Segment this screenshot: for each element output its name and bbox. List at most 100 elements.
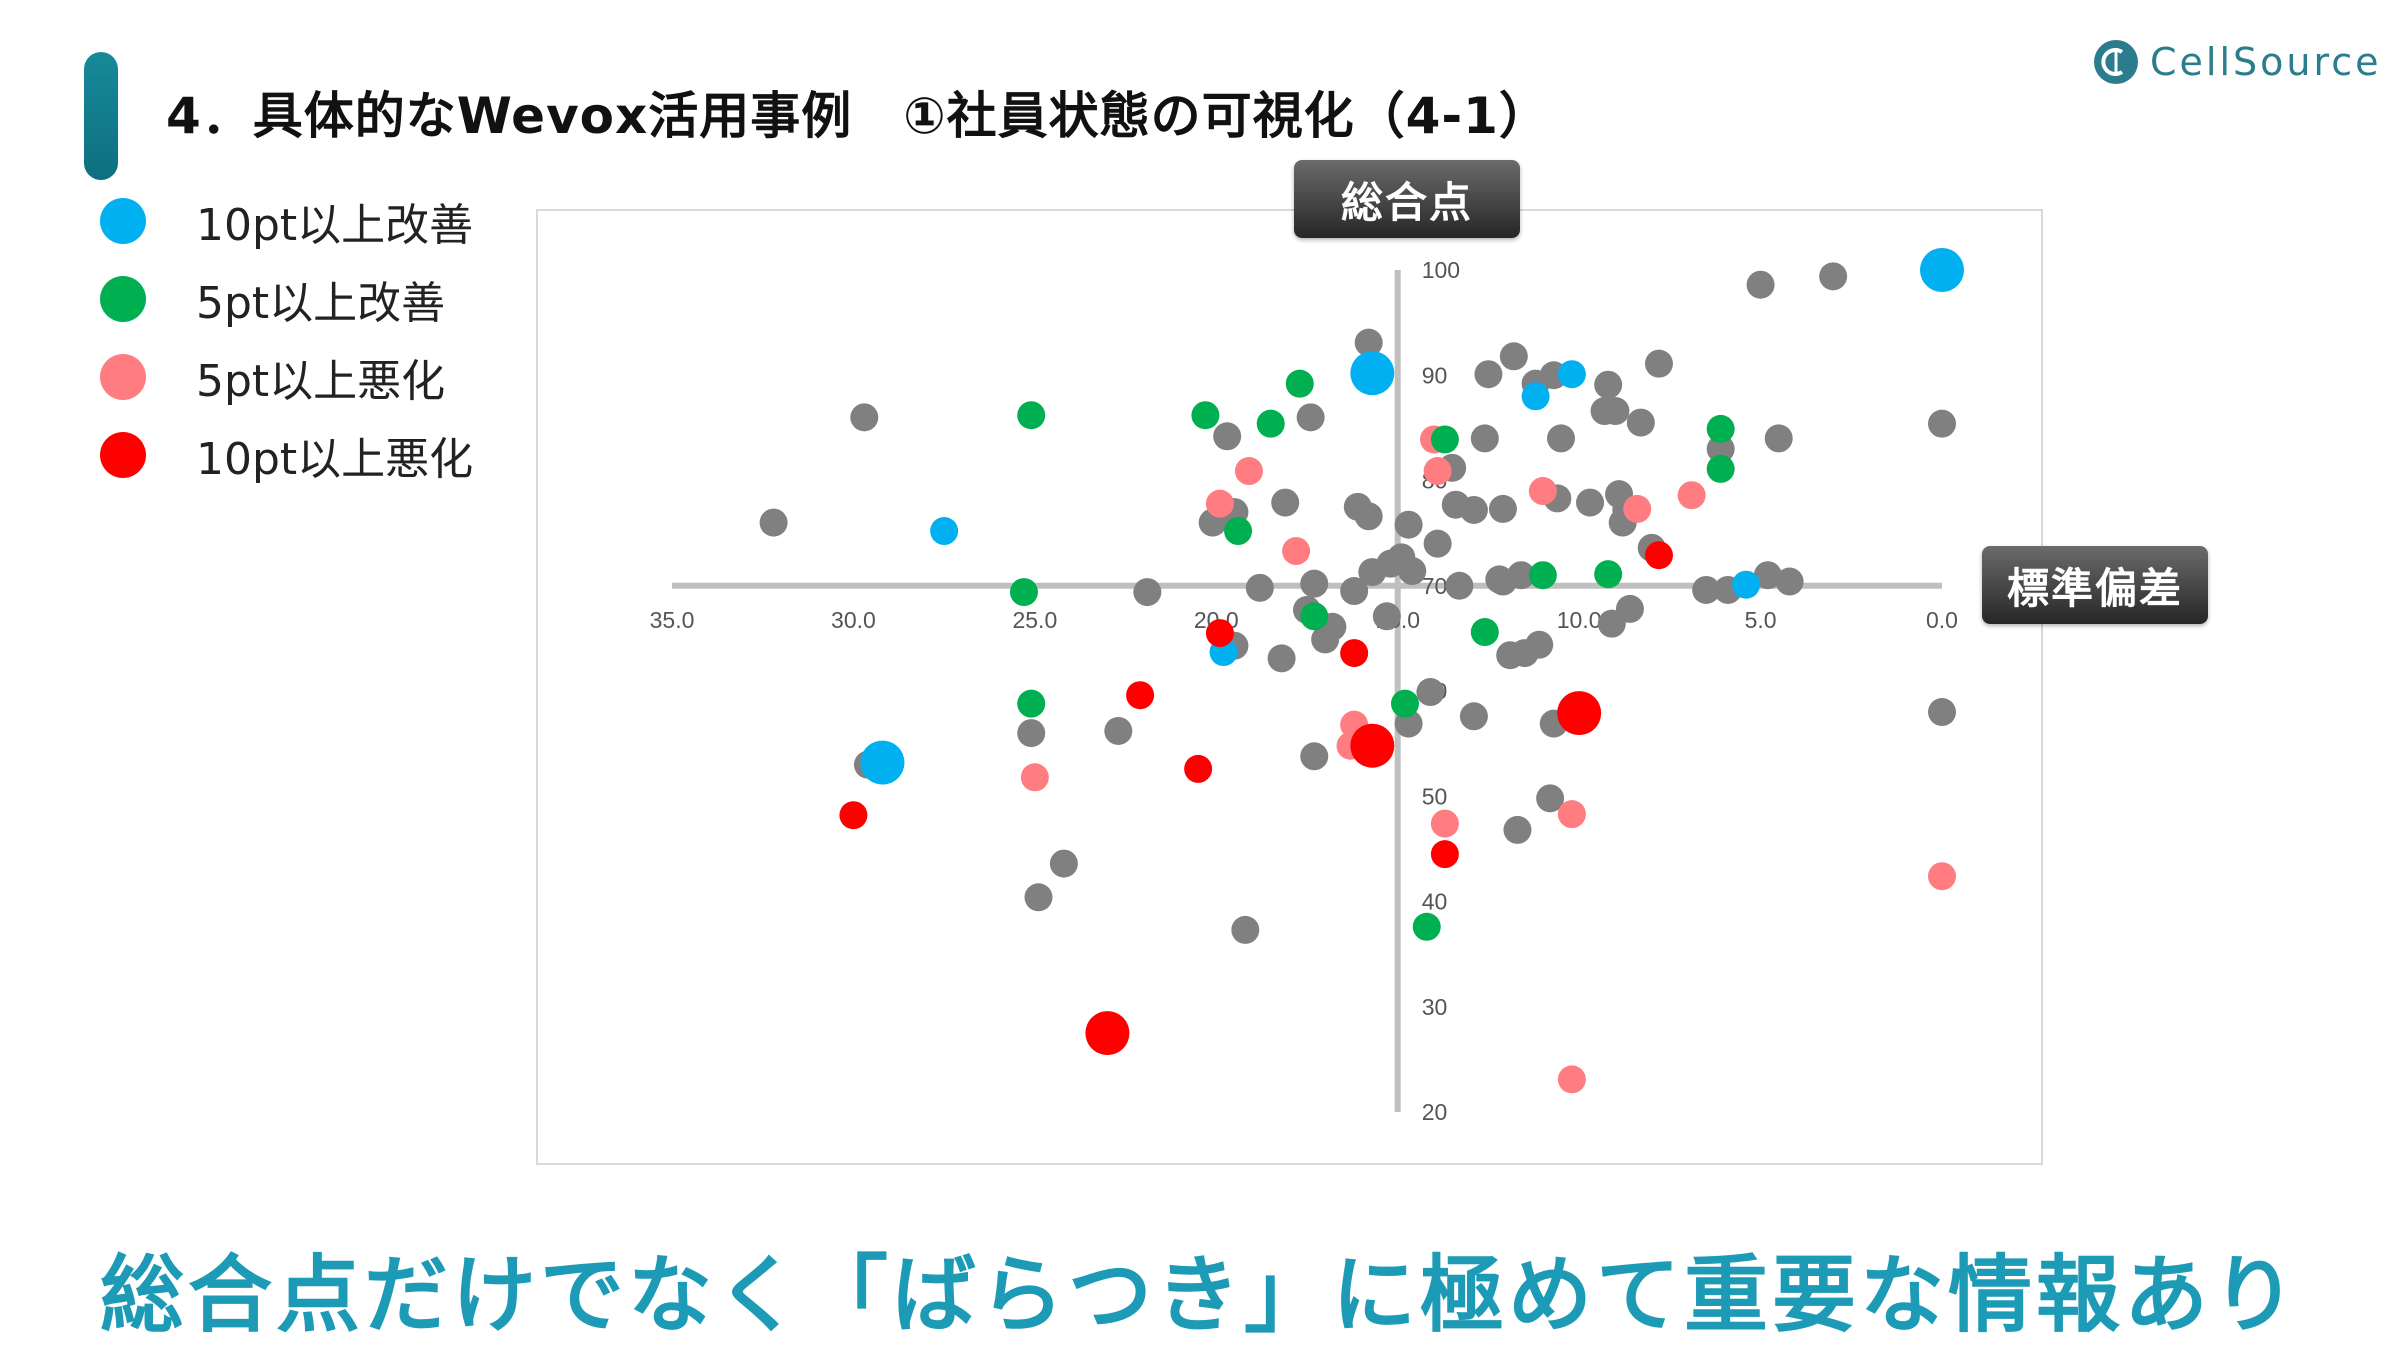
legend: 10pt以上改善 5pt以上改善 5pt以上悪化 10pt以上悪化 [100, 182, 473, 494]
y-tick-label: 70 [1422, 573, 1448, 599]
legend-item: 10pt以上改善 [100, 182, 473, 260]
y-tick-label: 30 [1422, 994, 1448, 1020]
data-point [1503, 815, 1532, 844]
data-point [1017, 401, 1046, 430]
data-point [930, 517, 959, 546]
data-point [1390, 689, 1419, 718]
data-point [1184, 754, 1213, 783]
y-tick-label: 90 [1422, 362, 1448, 388]
x-tick-label: 30.0 [831, 607, 876, 633]
data-point [1594, 370, 1623, 399]
data-point [1430, 425, 1459, 454]
cellsource-logo-icon [2094, 40, 2138, 84]
data-point [1706, 454, 1735, 483]
data-point [1423, 457, 1452, 486]
data-point [1470, 424, 1499, 453]
data-point [1470, 618, 1499, 647]
data-point [1732, 570, 1761, 599]
data-point [1557, 800, 1586, 829]
data-point [1340, 577, 1369, 606]
legend-label: 5pt以上悪化 [196, 356, 446, 407]
data-point [1775, 567, 1804, 596]
data-point [1085, 1011, 1130, 1056]
x-tick-label: 25.0 [1012, 607, 1057, 633]
legend-marker-blue [100, 198, 146, 244]
data-point [1271, 488, 1300, 517]
data-point [860, 740, 905, 785]
data-point [1049, 849, 1078, 878]
data-point [1928, 698, 1956, 727]
data-point [1205, 619, 1234, 648]
data-point [1104, 716, 1133, 745]
data-point [1300, 569, 1329, 598]
data-point [1300, 742, 1329, 771]
chart-frame [536, 209, 2043, 1165]
data-point [1692, 575, 1721, 604]
data-point [1350, 723, 1395, 768]
data-point [1706, 414, 1735, 443]
data-point [1594, 560, 1623, 589]
data-point [1521, 382, 1550, 411]
tagline: 総合点だけでなく「ばらつき」に極めて重要な情報あり [99, 1246, 2300, 1344]
data-point [1416, 678, 1445, 707]
data-point [1920, 248, 1964, 292]
data-point [1126, 681, 1155, 710]
data-point [1753, 561, 1782, 590]
data-point [1746, 270, 1775, 299]
title-accent-bar [84, 52, 118, 180]
data-point [1644, 349, 1673, 378]
data-point [1557, 360, 1586, 389]
data-point [1191, 401, 1220, 430]
data-point [1358, 558, 1387, 587]
data-point [1296, 403, 1325, 432]
x-tick-label: 10.0 [1557, 607, 1602, 633]
data-point [1300, 602, 1329, 631]
legend-marker-green [100, 276, 146, 322]
data-point [1499, 342, 1528, 371]
data-point [1398, 557, 1427, 586]
data-point [1285, 369, 1314, 398]
data-point [1423, 529, 1452, 558]
company-logo: CellSource [2092, 38, 2382, 86]
data-point [839, 801, 868, 830]
data-point [1354, 502, 1383, 531]
data-point [759, 508, 788, 537]
data-point [1488, 567, 1517, 596]
data-point [1205, 489, 1234, 518]
data-point [1311, 625, 1340, 654]
data-point [1133, 578, 1162, 607]
x-tick-label: 0.0 [1926, 607, 1958, 633]
legend-label: 10pt以上改善 [196, 200, 474, 251]
data-point [1459, 702, 1488, 731]
data-point [1601, 397, 1630, 426]
data-point [850, 403, 879, 432]
data-point [1354, 328, 1383, 357]
data-point [1017, 689, 1046, 718]
data-point [1644, 541, 1673, 570]
data-point [1234, 457, 1263, 486]
legend-marker-pink [100, 354, 146, 400]
data-point [1576, 488, 1605, 517]
data-point [1024, 883, 1053, 912]
data-point [1677, 481, 1706, 510]
data-point [1282, 537, 1311, 566]
data-point [1372, 602, 1401, 631]
legend-label: 5pt以上改善 [196, 278, 446, 329]
data-point [1626, 408, 1655, 437]
data-point [1623, 494, 1652, 523]
y-axis-title: 総合点 [1294, 160, 1520, 238]
data-point [1430, 840, 1459, 869]
page-title: 4．具体的なWevox活用事例 ①社員状態の可視化（4-1） [166, 87, 1550, 145]
data-point [1459, 495, 1488, 524]
legend-item: 5pt以上改善 [100, 260, 473, 338]
data-point [1510, 639, 1539, 668]
x-tick-label: 5.0 [1745, 607, 1777, 633]
data-point [1764, 424, 1793, 453]
logo-text: CellSource [2150, 40, 2382, 84]
data-point [1706, 434, 1735, 463]
legend-item: 5pt以上悪化 [100, 338, 473, 416]
data-point [1256, 409, 1285, 438]
data-point [1430, 809, 1459, 838]
data-point [1536, 784, 1565, 813]
data-point [1928, 862, 1956, 891]
